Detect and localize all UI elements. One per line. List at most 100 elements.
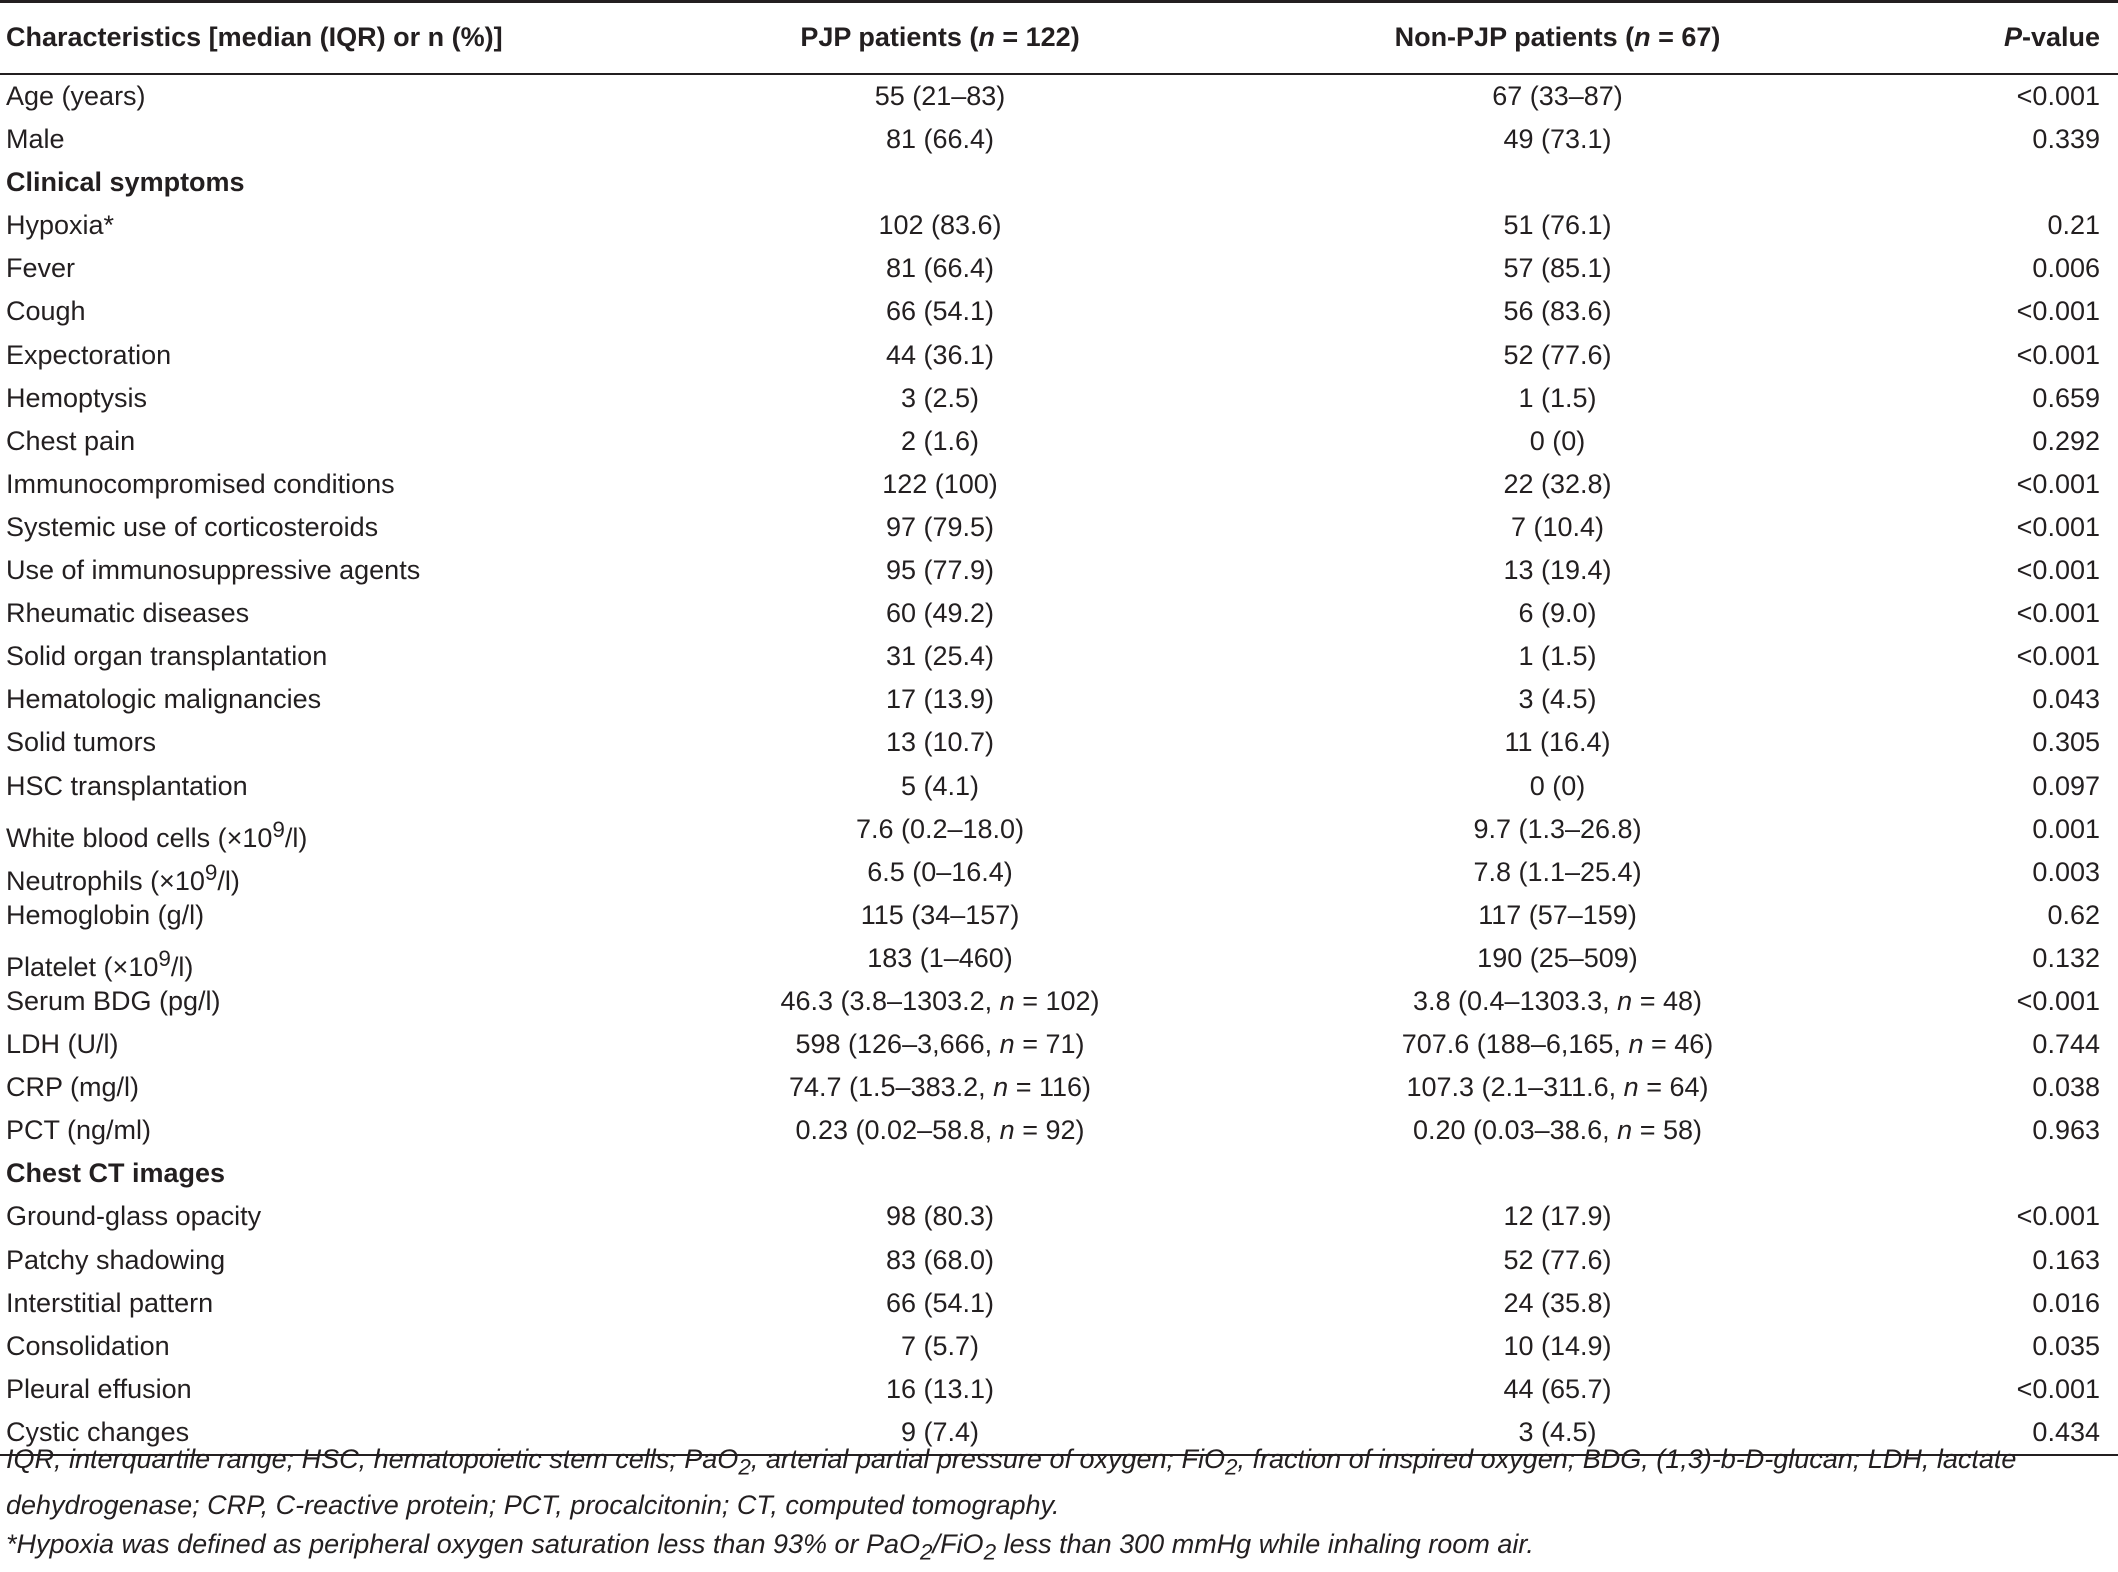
p-value: 0.043	[2032, 684, 2100, 715]
pjp-value: 13 (10.7)	[885, 727, 995, 758]
non-pjp-value: 107.3 (2.1–311.6, n = 64)	[1406, 1072, 1709, 1103]
row-label: Cystic changes	[6, 1416, 190, 1447]
p-value: 0.038	[2032, 1072, 2100, 1103]
pjp-value: 31 (25.4)	[885, 641, 995, 672]
non-pjp-value: 11 (16.4)	[1504, 727, 1611, 758]
non-pjp-value: 49 (73.1)	[1503, 124, 1612, 155]
table-row: HSC transplantation 5 (4.1) 0 (0) 0.097	[0, 765, 2118, 808]
p-value: 0.744	[2032, 1029, 2100, 1060]
row-label: Cough	[6, 296, 86, 327]
p-value: 0.097	[2032, 770, 2100, 801]
non-pjp-value: 56 (83.6)	[1503, 296, 1612, 327]
row-label: Use of immunosuppressive agents	[6, 555, 421, 586]
non-pjp-value: 190 (25–509)	[1477, 942, 1638, 973]
non-pjp-value: 10 (14.9)	[1503, 1330, 1612, 1361]
pjp-value: 74.7 (1.5–383.2, n = 116)	[788, 1072, 1091, 1103]
non-pjp-value: 0 (0)	[1529, 425, 1586, 456]
table-row: Immunocompromised conditions 122 (100) 22 …	[0, 463, 2118, 506]
p-value: 0.434	[2032, 1416, 2100, 1447]
pjp-value: 7 (5.7)	[900, 1330, 980, 1361]
p-value: <0.001	[2016, 641, 2100, 672]
section-heading-row: Clinical symptoms	[0, 161, 2118, 204]
p-value: <0.001	[2016, 511, 2100, 542]
pjp-value: 66 (54.1)	[885, 1287, 995, 1318]
table-row: Consolidation 7 (5.7) 10 (14.9) 0.035	[0, 1325, 2118, 1368]
pjp-value: 44 (36.1)	[885, 339, 995, 370]
p-value: <0.001	[2016, 555, 2100, 586]
pjp-value: 83 (68.0)	[885, 1244, 995, 1275]
pjp-value: 122 (100)	[882, 468, 998, 499]
table-row: LDH (U/l) 598 (126–3,666, n = 71) 707.6 (1…	[0, 1023, 2118, 1066]
p-value: 0.016	[2032, 1287, 2100, 1318]
table-row: Rheumatic diseases 60 (49.2) 6 (9.0) <0.001	[0, 592, 2118, 635]
pjp-value: 5 (4.1)	[900, 770, 980, 801]
non-pjp-value: 707.6 (188–6,165, n = 46)	[1401, 1029, 1714, 1060]
table-header-row: Characteristics [median (IQR) or n (%)] …	[0, 0, 2118, 75]
row-label: Hemoptysis	[6, 382, 148, 413]
header-p-value: P-value	[2003, 22, 2100, 52]
pjp-value: 95 (77.9)	[885, 555, 995, 586]
non-pjp-value: 67 (33–87)	[1492, 81, 1623, 111]
non-pjp-value: 117 (57–159)	[1478, 899, 1637, 930]
pjp-value: 6.5 (0–16.4)	[867, 856, 1013, 887]
row-label: Immunocompromised conditions	[6, 468, 395, 499]
pjp-value: 81 (66.4)	[885, 253, 995, 284]
table-body: Age (years) 55 (21–83) 67 (33–87) <0.001 Mal…	[0, 75, 2118, 1454]
pjp-value: 115 (34–157)	[860, 899, 1020, 930]
row-label: Hypoxia*	[6, 210, 115, 241]
section-heading: Clinical symptoms	[6, 167, 245, 198]
non-pjp-value: 7.8 (1.1–25.4)	[1473, 856, 1642, 887]
table-row: Solid organ transplantation 31 (25.4) 1 (1…	[0, 635, 2118, 678]
p-value: <0.001	[2016, 598, 2100, 629]
table-row: Male 81 (66.4) 49 (73.1) 0.339	[0, 118, 2118, 161]
pjp-value: 81 (66.4)	[885, 124, 995, 155]
pjp-value: 0.23 (0.02–58.8, n = 92)	[795, 1115, 1085, 1146]
row-label: Platelet (×109/l)	[6, 945, 194, 982]
row-label: Hemoglobin (g/l)	[6, 899, 205, 930]
table-row: Solid tumors 13 (10.7) 11 (16.4) 0.305	[0, 721, 2118, 764]
pjp-value: 46.3 (3.8–1303.2, n = 102)	[780, 985, 1100, 1016]
pjp-value: 598 (126–3,666, n = 71)	[795, 1029, 1085, 1060]
non-pjp-value: 1 (1.5)	[1518, 641, 1597, 672]
row-label: Expectoration	[6, 339, 172, 370]
table-row: White blood cells (×109/l) 7.6 (0.2–18.0)…	[0, 808, 2118, 853]
row-label: Patchy shadowing	[6, 1244, 226, 1275]
pjp-value: 98 (80.3)	[885, 1201, 995, 1232]
row-label: Interstitial pattern	[6, 1287, 214, 1318]
non-pjp-value: 3 (4.5)	[1518, 684, 1597, 715]
row-label: Pleural effusion	[6, 1373, 192, 1404]
non-pjp-value: 44 (65.7)	[1503, 1373, 1612, 1404]
p-value: <0.001	[2016, 296, 2100, 327]
non-pjp-value: 1 (1.5)	[1518, 382, 1597, 413]
table-row: Serum BDG (pg/l) 46.3 (3.8–1303.2, n = 10…	[0, 980, 2118, 1023]
row-label: Solid tumors	[6, 727, 157, 758]
table-row: Patchy shadowing 83 (68.0) 52 (77.6) 0.163	[0, 1239, 2118, 1282]
pjp-value: 2 (1.6)	[900, 425, 980, 456]
non-pjp-value: 51 (76.1)	[1503, 210, 1612, 241]
p-value: 0.963	[2032, 1115, 2100, 1146]
pjp-value: 9 (7.4)	[900, 1416, 980, 1447]
p-value: 0.035	[2032, 1330, 2100, 1361]
pjp-value: 60 (49.2)	[885, 598, 995, 629]
pjp-value: 17 (13.9)	[885, 684, 995, 715]
p-value: 0.659	[2032, 382, 2100, 413]
p-value: 0.132	[2032, 942, 2100, 973]
non-pjp-value: 0.20 (0.03–38.6, n = 58)	[1413, 1115, 1702, 1146]
header-non-pjp-patients: Non-PJP patients (n = 67)	[1394, 22, 1721, 52]
non-pjp-value: 3.8 (0.4–1303.3, n = 48)	[1413, 985, 1702, 1016]
p-value: 0.292	[2032, 425, 2100, 456]
non-pjp-value: 13 (19.4)	[1503, 555, 1612, 586]
p-value: 0.003	[2032, 856, 2100, 887]
non-pjp-value: 52 (77.6)	[1503, 339, 1612, 370]
p-value: <0.001	[2016, 1373, 2100, 1404]
header-pjp-patients: PJP patients (n = 122)	[800, 22, 1080, 52]
table-row: Age (years) 55 (21–83) 67 (33–87) <0.001	[0, 75, 2118, 118]
p-value: <0.001	[2016, 339, 2100, 370]
row-label: Systemic use of corticosteroids	[6, 511, 379, 542]
hypoxia-footnote: *Hypoxia was defined as peripheral oxyge…	[6, 1529, 1534, 1565]
abbreviations-footnote: IQR, interquartile range; HSC, hematopoi…	[6, 1444, 2017, 1521]
table-row: Interstitial pattern 66 (54.1) 24 (35.8) 0.…	[0, 1282, 2118, 1325]
p-value: <0.001	[2016, 81, 2100, 111]
row-label: Male	[6, 124, 65, 155]
non-pjp-value: 24 (35.8)	[1503, 1287, 1612, 1318]
